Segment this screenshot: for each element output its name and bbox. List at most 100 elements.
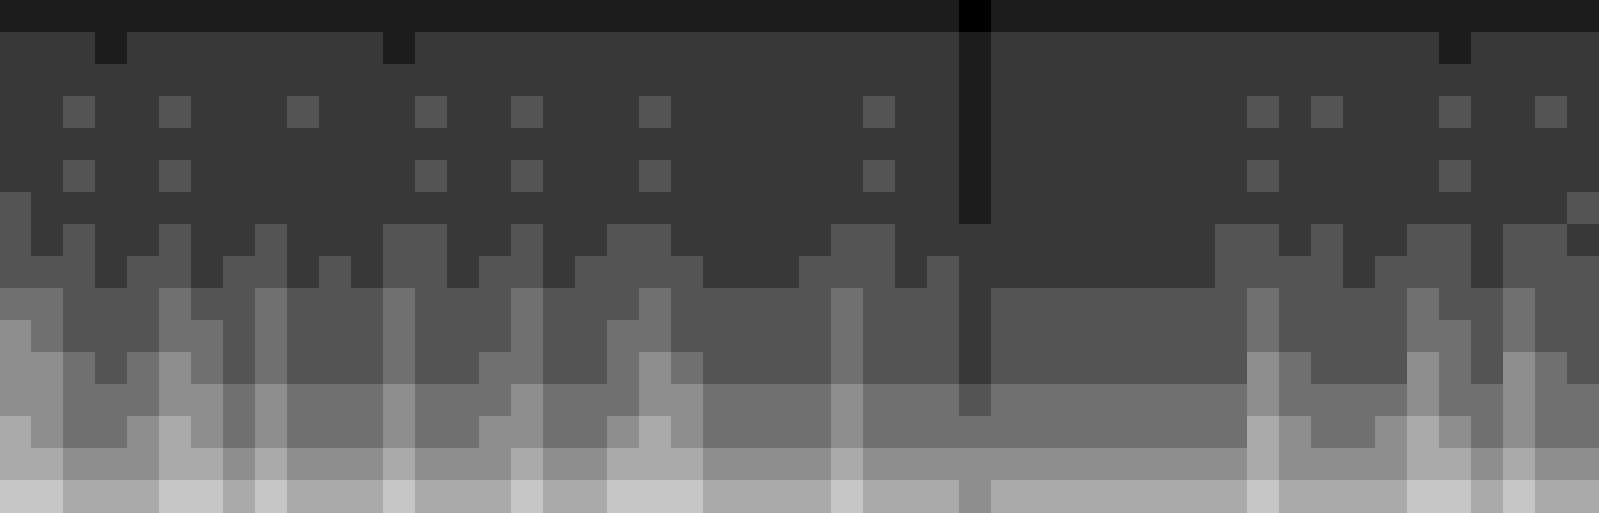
cell (1151, 256, 1183, 288)
cell (927, 160, 959, 192)
cell (799, 384, 831, 416)
cell (703, 288, 735, 320)
cell (639, 96, 671, 128)
cell (1119, 448, 1151, 480)
cell (1535, 192, 1567, 224)
cell (447, 192, 479, 224)
cell (543, 288, 575, 320)
cell (0, 128, 31, 160)
cell (63, 224, 95, 256)
cell (159, 384, 191, 416)
cell (575, 384, 607, 416)
cell (703, 256, 735, 288)
cell (671, 384, 703, 416)
cell (1439, 32, 1471, 64)
cell (0, 448, 31, 480)
cell (927, 96, 959, 128)
cell (1279, 384, 1311, 416)
cell (31, 192, 63, 224)
cell (319, 0, 351, 32)
cell (1183, 256, 1215, 288)
cell (991, 256, 1023, 288)
cell (1471, 480, 1503, 513)
cell (735, 320, 767, 352)
cell (1471, 128, 1503, 160)
cell (1151, 224, 1183, 256)
cell (1471, 448, 1503, 480)
cell (1215, 256, 1247, 288)
cell (799, 32, 831, 64)
cell (223, 32, 255, 64)
cell (1311, 416, 1343, 448)
cell (1567, 64, 1599, 96)
cell (0, 320, 31, 352)
cell (703, 64, 735, 96)
cell (63, 64, 95, 96)
cell (863, 128, 895, 160)
cell (415, 352, 447, 384)
cell (1407, 480, 1439, 513)
cell (31, 448, 63, 480)
cell (287, 448, 319, 480)
cell (639, 288, 671, 320)
cell (991, 64, 1023, 96)
cell (447, 0, 479, 32)
cell (927, 224, 959, 256)
cell (31, 0, 63, 32)
cell (1055, 384, 1087, 416)
cell (799, 480, 831, 513)
cell (991, 160, 1023, 192)
cell (1055, 96, 1087, 128)
cell (927, 288, 959, 320)
cell (767, 480, 799, 513)
cell (991, 448, 1023, 480)
cell (1279, 448, 1311, 480)
cell (1119, 0, 1151, 32)
cell (1471, 32, 1503, 64)
cell (319, 96, 351, 128)
cell (63, 416, 95, 448)
cell (831, 288, 863, 320)
cell (1023, 288, 1055, 320)
cell (1247, 192, 1279, 224)
cell (1567, 352, 1599, 384)
cell (1055, 160, 1087, 192)
cell (575, 192, 607, 224)
cell (1023, 0, 1055, 32)
cell (1439, 416, 1471, 448)
cell (959, 448, 991, 480)
cell (1151, 0, 1183, 32)
cell (607, 32, 639, 64)
cell (351, 416, 383, 448)
cell (1151, 96, 1183, 128)
cell (1439, 96, 1471, 128)
cell (0, 384, 31, 416)
cell (0, 416, 31, 448)
cell (1503, 448, 1535, 480)
cell (0, 480, 31, 513)
cell (223, 96, 255, 128)
cell (63, 288, 95, 320)
cell (1343, 288, 1375, 320)
cell (1279, 32, 1311, 64)
cell (1279, 224, 1311, 256)
cell (1311, 352, 1343, 384)
cell (1503, 96, 1535, 128)
cell (607, 384, 639, 416)
cell (703, 96, 735, 128)
cell (639, 192, 671, 224)
cell (1119, 480, 1151, 513)
cell (511, 416, 543, 448)
cell (319, 160, 351, 192)
cell (639, 320, 671, 352)
cell (1311, 320, 1343, 352)
cell (255, 352, 287, 384)
cell (1407, 352, 1439, 384)
cell (63, 448, 95, 480)
cell (223, 480, 255, 513)
cell (575, 416, 607, 448)
cell (1151, 192, 1183, 224)
cell (63, 256, 95, 288)
cell (1183, 0, 1215, 32)
cell (159, 416, 191, 448)
